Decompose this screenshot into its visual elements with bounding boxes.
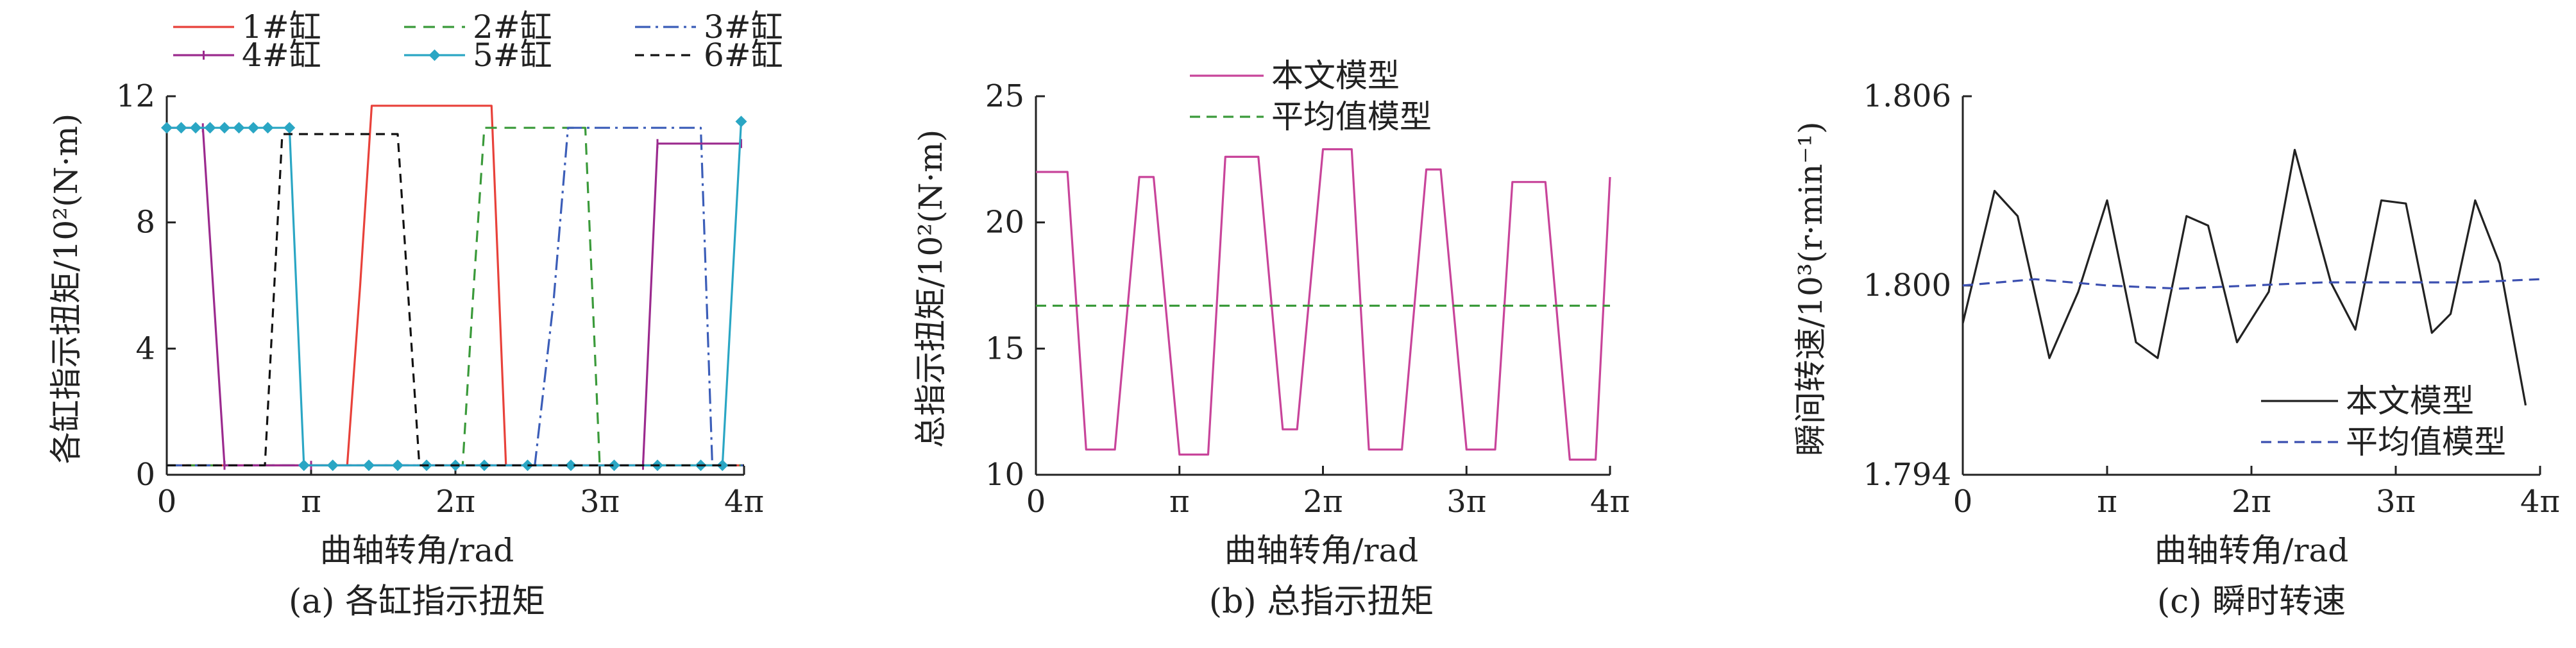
series-line-6	[167, 133, 744, 466]
series-line-4	[167, 126, 741, 466]
x-tick-label: 0	[1026, 484, 1046, 520]
legend-label: 5#缸	[473, 37, 552, 74]
x-axis-title: 曲轴转角/rad	[1224, 532, 1419, 569]
y-tick-label: 25	[985, 78, 1024, 114]
y-tick-label: 1.794	[1863, 457, 1951, 493]
legend-label: 平均值模型	[2346, 423, 2506, 461]
series-line-1	[1036, 148, 1611, 461]
legend-label: 6#缸	[704, 37, 783, 74]
series-point-5	[233, 122, 245, 134]
legend-label: 4#缸	[242, 37, 321, 74]
x-tick-label: 4π	[2520, 484, 2560, 520]
series-point-5	[565, 459, 577, 472]
series-point-5	[392, 459, 403, 472]
series-line-5	[167, 121, 743, 466]
x-tick-label: π	[1169, 484, 1190, 520]
chart-caption: (c) 瞬时转速	[2157, 583, 2346, 621]
legend-label: 1#缸	[242, 8, 321, 46]
series-point-5	[284, 122, 296, 134]
series-point-5	[298, 459, 310, 472]
y-tick-label: 10	[985, 457, 1024, 493]
x-tick-label: 3π	[1446, 484, 1486, 520]
x-tick-label: 3π	[580, 484, 620, 520]
series-point-5	[326, 459, 339, 472]
series-point-5	[363, 459, 375, 472]
legend-label: 2#缸	[473, 8, 552, 46]
series-point-5	[735, 115, 747, 128]
x-tick-label: 3π	[2376, 484, 2416, 520]
chart-caption: (a) 各缸指示扭矩	[289, 583, 545, 621]
legend-label: 3#缸	[704, 8, 783, 46]
x-axis-title: 曲轴转角/rad	[2155, 532, 2349, 569]
y-axis-title: 瞬间转速/10³(r·min⁻¹)	[1792, 121, 1829, 456]
chart-caption: (b) 总指示扭矩	[1209, 583, 1434, 621]
y-tick-label: 15	[985, 330, 1024, 366]
y-axis-title: 总指示扭矩/10²(N·m)	[912, 130, 949, 448]
x-axis-title: 曲轴转角/rad	[320, 532, 514, 569]
series-line-2	[167, 126, 744, 466]
series-point-5	[175, 122, 187, 134]
legend-label: 本文模型	[1271, 57, 1400, 94]
series-point-5	[608, 459, 620, 472]
x-tick-label: 0	[157, 484, 177, 520]
x-tick-label: π	[301, 484, 321, 520]
x-tick-label: 2π	[2232, 484, 2271, 520]
y-tick-label: 8	[135, 205, 155, 241]
x-tick-label: 4π	[724, 484, 764, 520]
legend-label: 本文模型	[2346, 382, 2474, 420]
series-point-5	[204, 122, 216, 134]
y-tick-label: 1.806	[1863, 78, 1951, 114]
x-tick-label: 4π	[1590, 484, 1630, 520]
legend-marker	[428, 49, 441, 61]
x-tick-label: 2π	[436, 484, 475, 520]
y-axis-title: 各缸指示扭矩/10²(N·m)	[47, 114, 85, 465]
y-tick-label: 0	[135, 457, 155, 493]
legend-label: 平均值模型	[1271, 98, 1432, 135]
x-tick-label: π	[2097, 484, 2117, 520]
chart-panel-c: 1.794 1.800 1.806 0 π 2π 3π 4π 本文模型平均值模型曲轴转角/rad…	[1792, 78, 2560, 621]
series-line-2	[1962, 278, 2541, 290]
x-tick-label: 2π	[1303, 484, 1343, 520]
series-point-5	[716, 459, 729, 472]
series-line-1	[1962, 149, 2527, 406]
series-point-5	[190, 122, 201, 134]
y-tick-label: 1.800	[1863, 268, 1951, 303]
y-tick-label: 4	[135, 330, 155, 366]
y-tick-label: 20	[985, 205, 1024, 241]
x-tick-label: 0	[1953, 484, 1973, 520]
series-point-5	[248, 122, 259, 134]
y-tick-label: 12	[116, 78, 155, 114]
series-point-5	[262, 122, 274, 134]
series-point-5	[219, 122, 230, 134]
series-line-3	[167, 126, 744, 466]
series-point-5	[161, 122, 173, 134]
